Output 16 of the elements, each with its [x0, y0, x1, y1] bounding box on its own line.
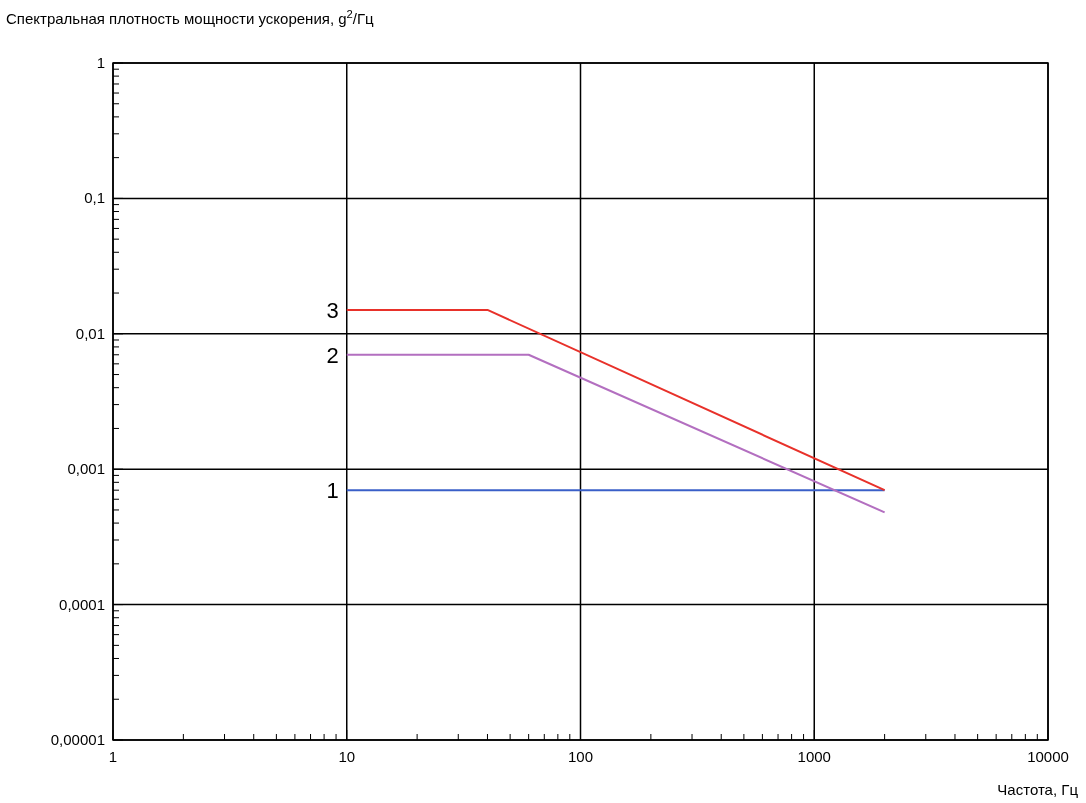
x-tick-label: 10000 [1027, 748, 1069, 765]
series-label: 3 [326, 297, 339, 323]
x-axis-title: Частота, Гц [997, 781, 1079, 798]
y-axis-title: Спектральная плотность мощности ускорения, g$^{2}$/Гц [6, 8, 375, 27]
series-label: 1 [326, 478, 339, 504]
y-tick-label: 0,1 [84, 189, 105, 207]
x-tick-label: 100 [567, 748, 594, 765]
y-tick-label: 0,00001 [50, 731, 105, 748]
y-tick-label: 0,001 [67, 460, 105, 478]
x-tick-label: 1 [108, 748, 118, 765]
series-label: 2 [326, 342, 339, 368]
y-tick-label: 0,0001 [59, 595, 105, 613]
y-tick-label: 0,01 [75, 324, 105, 342]
x-tick-label: 10 [338, 748, 356, 765]
x-tick-label: 1000 [797, 748, 831, 765]
y-tick-label: 1 [96, 54, 105, 71]
